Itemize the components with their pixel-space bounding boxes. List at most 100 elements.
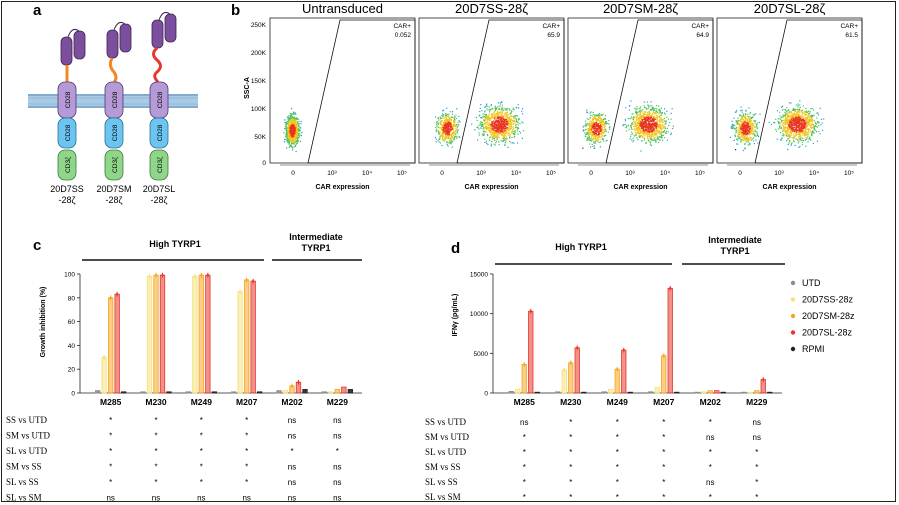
flow-event	[639, 134, 641, 136]
flow-event	[792, 124, 795, 126]
flow-event	[589, 143, 591, 145]
flow-event	[649, 134, 651, 136]
cd3z-label: CD3ζ	[157, 157, 164, 173]
flow-event	[512, 109, 514, 111]
flow-event	[649, 131, 651, 133]
flow-event	[488, 126, 491, 129]
flow-event	[795, 138, 798, 140]
flow-event	[506, 123, 508, 125]
flow-event	[802, 105, 804, 107]
flow-event	[285, 126, 288, 128]
flow-event	[744, 113, 747, 115]
flow-event	[453, 121, 455, 123]
flow-event	[796, 114, 798, 116]
flow-event	[801, 112, 803, 114]
flow-event	[605, 123, 607, 125]
flow-event	[507, 132, 509, 134]
flow-event	[741, 115, 743, 117]
flow-event	[738, 131, 740, 134]
flow-event	[796, 134, 798, 136]
flow-event	[637, 130, 639, 132]
flow-event	[586, 111, 588, 113]
flow-event	[511, 129, 514, 131]
flow-event	[513, 121, 515, 123]
flow-event	[786, 129, 788, 131]
flow-event	[653, 136, 655, 138]
flow-event	[660, 136, 662, 138]
cd28-costim-label: CD28	[157, 124, 164, 141]
flow-event	[284, 119, 286, 121]
flow-event	[450, 134, 452, 136]
flow-event	[497, 128, 499, 130]
flow-event	[804, 136, 806, 138]
flow-event	[745, 122, 748, 124]
flow-event	[794, 113, 796, 115]
flow-event	[435, 138, 437, 140]
flow-event	[750, 137, 752, 139]
flow-event	[482, 128, 484, 130]
flow-event	[487, 120, 489, 122]
flow-event	[586, 125, 588, 127]
flow-event	[495, 120, 497, 122]
flow-event	[784, 111, 786, 114]
flow-event	[650, 109, 652, 111]
flow-event	[287, 115, 290, 117]
flow-event	[807, 122, 809, 124]
panel-label-a: a	[33, 2, 42, 19]
flow-event	[598, 135, 600, 138]
flow-event	[597, 140, 599, 142]
flow-event	[787, 112, 789, 114]
flow-event	[440, 122, 442, 124]
flow-event	[741, 109, 743, 111]
flow-event	[755, 135, 758, 137]
flow-event	[637, 111, 639, 113]
flow-event	[739, 137, 741, 140]
flow-event	[443, 125, 445, 127]
flow-event	[598, 113, 600, 116]
flow-event	[803, 132, 805, 134]
flow-event	[805, 122, 807, 124]
flow-event	[785, 118, 787, 121]
flow-event	[482, 127, 485, 129]
flow-event	[493, 116, 495, 118]
flow-event	[494, 129, 496, 131]
flow-event	[592, 120, 594, 122]
flow-event	[665, 132, 667, 134]
flow-event	[799, 145, 801, 147]
flow-event	[605, 140, 607, 142]
flow-event	[592, 120, 595, 122]
flow-event	[510, 118, 512, 120]
flow-event	[657, 125, 659, 127]
flow-event	[449, 125, 451, 127]
flow-event	[503, 109, 505, 111]
flow-event	[484, 120, 486, 122]
flow-event	[641, 116, 643, 118]
flow-event	[482, 115, 484, 117]
flow-event	[792, 109, 794, 111]
flow-event	[502, 135, 504, 137]
flow-event	[670, 118, 672, 120]
flow-x-tick: 0	[738, 170, 742, 177]
flow-event	[665, 122, 667, 124]
flow-event	[445, 124, 447, 126]
flow-event	[797, 119, 799, 121]
flow-event	[740, 128, 742, 130]
flow-event	[733, 117, 735, 119]
flow-event	[806, 132, 808, 134]
flow-event	[786, 120, 788, 122]
flow-event	[501, 137, 503, 139]
flow-event	[512, 142, 514, 144]
flow-event	[295, 113, 297, 115]
flow-event	[442, 134, 444, 136]
flow-event	[500, 118, 502, 120]
flow-event	[512, 126, 514, 128]
flow-event	[653, 108, 655, 110]
flow-event	[597, 139, 599, 141]
flow-event	[584, 124, 586, 126]
flow-event	[663, 125, 665, 127]
flow-event	[735, 111, 737, 113]
flow-event	[655, 140, 657, 142]
flow-event	[475, 116, 477, 119]
flow-event	[797, 129, 799, 131]
flow-event	[592, 145, 594, 147]
